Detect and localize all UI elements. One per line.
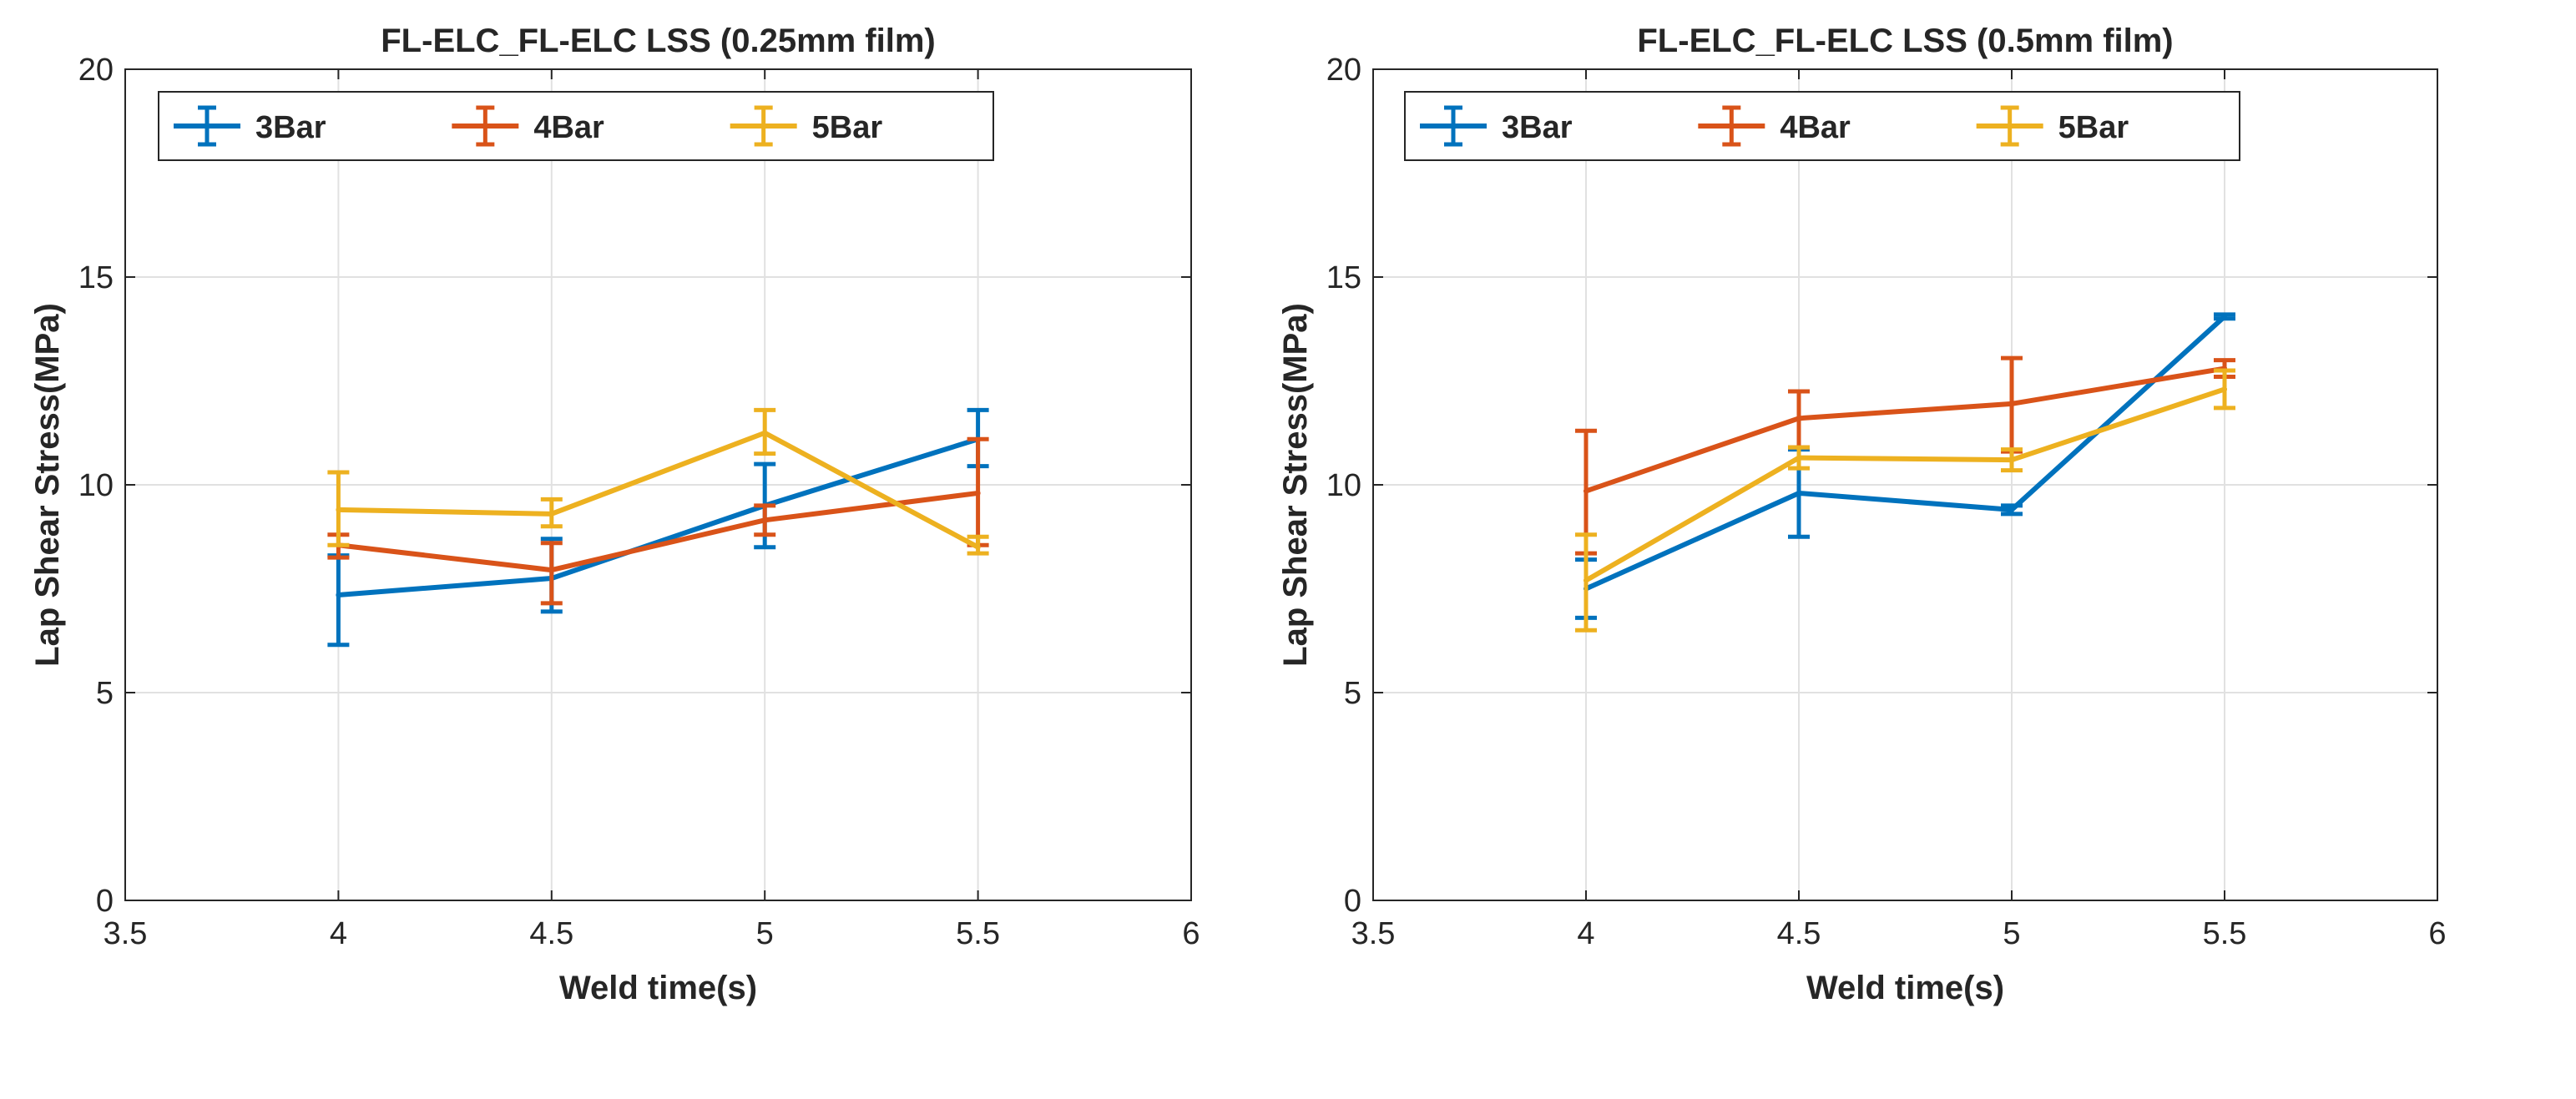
data-point <box>2222 314 2227 320</box>
data-point <box>2009 401 2014 406</box>
legend-label: 3Bar <box>1502 110 1573 145</box>
legend-entry-4Bar: 4Bar <box>452 105 604 147</box>
x-tick-label: 6 <box>1182 916 1200 951</box>
error-bar <box>540 497 563 529</box>
error-bar <box>1788 445 1810 471</box>
data-point <box>1796 490 1801 496</box>
data-point <box>762 430 768 436</box>
legend-box <box>1404 91 2240 161</box>
legend: 3Bar 4Bar 5Bar <box>158 91 994 161</box>
y-tick-label: 15 <box>78 260 114 295</box>
data-point <box>548 511 554 517</box>
legend-label: 4Bar <box>533 110 604 145</box>
error-bar <box>2214 368 2235 411</box>
error-bar <box>327 470 350 547</box>
legend-entry-5Bar: 5Bar <box>1976 105 2129 147</box>
legend-entry-3Bar: 3Bar <box>1420 105 1573 147</box>
series-line <box>1583 365 2227 494</box>
error-bar <box>2001 503 2023 517</box>
series-line <box>1583 314 2227 592</box>
y-tick-label: 5 <box>1344 676 1361 711</box>
series-5Bar <box>1575 368 2235 633</box>
legend-entry-5Bar: 5Bar <box>730 105 883 147</box>
error-bar <box>2214 312 2235 321</box>
x-tick-label: 5 <box>2003 916 2020 951</box>
x-tick-label: 4.5 <box>1777 916 1821 951</box>
data-point <box>2222 386 2227 392</box>
series-5Bar <box>327 407 989 556</box>
legend-label: 4Bar <box>1780 110 1851 145</box>
y-axis-label: Lap Shear Stress(MPa) <box>29 303 66 667</box>
y-tick-label: 15 <box>1326 260 1361 295</box>
y-tick-label: 0 <box>1344 884 1361 919</box>
series-line <box>1583 386 2227 583</box>
y-axis-label: Lap Shear Stress(MPa) <box>1277 303 1314 667</box>
x-tick-label: 4 <box>330 916 347 951</box>
legend-box <box>158 91 994 161</box>
data-point <box>1796 416 1801 421</box>
chart-panel-0.5mm: 3.5 4 4.5 5 5.5 6 0 5 10 15 20 FL-ELC_FL-ELC LSS (0… <box>1277 23 2447 1006</box>
series-line <box>336 430 981 550</box>
error-bar <box>540 541 563 606</box>
data-point <box>336 507 341 512</box>
x-axis-label: Weld time(s) <box>559 970 757 1006</box>
legend-entry-4Bar: 4Bar <box>1698 105 1851 147</box>
x-tick-label: 4 <box>1577 916 1594 951</box>
data-point <box>1796 455 1801 461</box>
x-tick-label: 4.5 <box>529 916 573 951</box>
series-line <box>336 490 981 573</box>
y-tick-label: 20 <box>1326 53 1361 88</box>
chart-panel-0.25mm: 3.5 4 4.5 5 5.5 6 0 5 10 15 20 FL-ELC_FL-ELC LSS (0… <box>29 23 1200 1006</box>
x-tick-label: 3.5 <box>1351 916 1396 951</box>
y-tick-label: 0 <box>96 884 114 919</box>
legend-label: 5Bar <box>2058 110 2129 145</box>
error-bar <box>967 534 989 556</box>
y-tick-label: 20 <box>78 53 114 88</box>
data-point <box>336 592 341 597</box>
error-bar <box>1575 532 1597 633</box>
data-point <box>975 490 981 496</box>
legend: 3Bar 4Bar 5Bar <box>1404 91 2240 161</box>
y-tick-label: 10 <box>78 468 114 503</box>
x-axis-label: Weld time(s) <box>1806 970 2004 1006</box>
error-bar <box>754 503 776 537</box>
y-tick-label: 10 <box>1326 468 1361 503</box>
chart-title: FL-ELC_FL-ELC LSS (0.25mm film) <box>381 23 936 59</box>
x-tick-label: 3.5 <box>104 916 148 951</box>
data-point <box>1583 488 1589 494</box>
error-bar <box>754 407 776 456</box>
y-tick-label: 5 <box>96 676 114 711</box>
legend-entry-3Bar: 3Bar <box>174 105 326 147</box>
chart-title: FL-ELC_FL-ELC LSS (0.5mm film) <box>1637 23 2173 59</box>
x-tick-label: 5 <box>756 916 774 951</box>
legend-label: 3Bar <box>255 110 326 145</box>
x-tick-label: 5.5 <box>2203 916 2247 951</box>
data-point <box>2009 457 2014 463</box>
data-point <box>2009 507 2014 512</box>
data-point <box>975 544 981 550</box>
x-tick-label: 6 <box>2428 916 2446 951</box>
x-tick-label: 5.5 <box>956 916 1000 951</box>
data-point <box>762 517 768 523</box>
data-point <box>548 567 554 573</box>
series-line <box>336 436 981 597</box>
error-bar <box>2001 447 2023 473</box>
data-point <box>1583 577 1589 583</box>
legend-label: 5Bar <box>812 110 883 145</box>
